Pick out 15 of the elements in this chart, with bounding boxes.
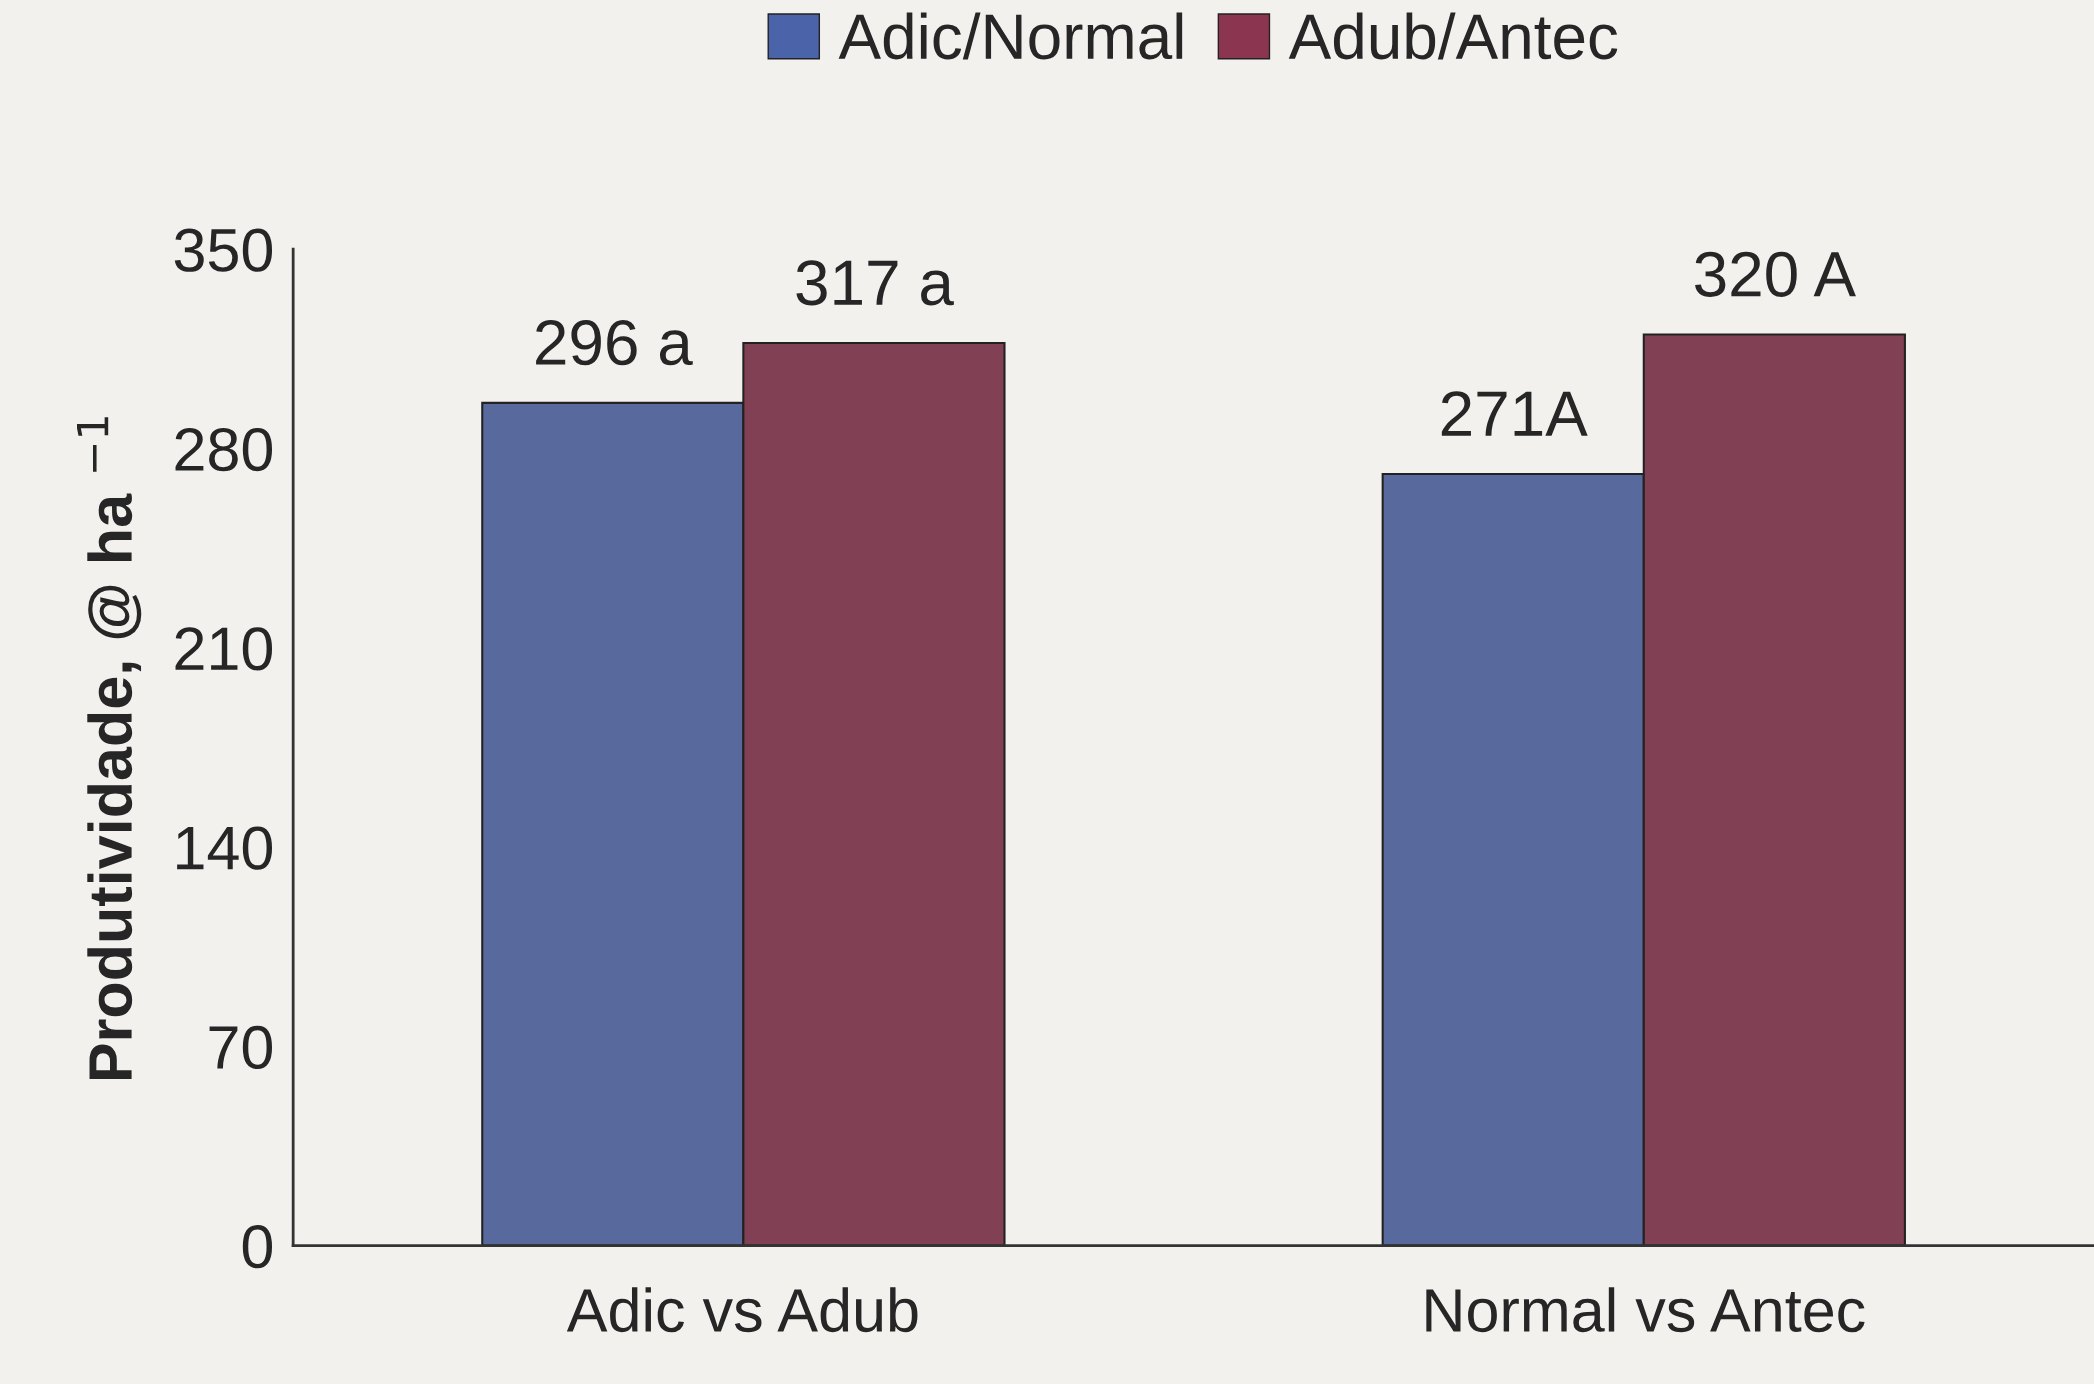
- y-tick-label: 210: [175, 627, 273, 671]
- legend-label: Adub/Antec: [1288, 12, 1618, 60]
- data-label: 320 A: [1695, 251, 1856, 297]
- y-tick-label: 350: [174, 228, 273, 272]
- y-tick-label: 0: [242, 1225, 273, 1269]
- x-tick-label: Normal vs Antec: [1426, 1287, 1865, 1333]
- y-tick-label: 70: [209, 1025, 273, 1070]
- x-tick-label: Adic vs Adub: [566, 1287, 918, 1333]
- y-axis-title: Produtividade, @ ha $^{−1}$: [77, 417, 142, 1080]
- y-tick-label: 280: [175, 427, 273, 472]
- legend-label: Adic/Normal: [838, 12, 1183, 60]
- data-label: 296 a: [536, 319, 693, 366]
- data-label: 317 a: [796, 260, 954, 306]
- data-label: 271A: [1441, 391, 1588, 436]
- y-tick-label: 140: [177, 826, 273, 870]
